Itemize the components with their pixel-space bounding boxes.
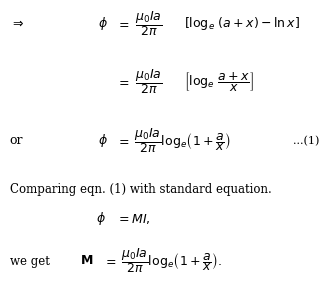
Text: $= MI,$: $= MI,$: [116, 212, 150, 226]
Text: or: or: [10, 134, 23, 147]
Text: $\mathbf{M}$: $\mathbf{M}$: [80, 255, 93, 267]
Text: $\phi$: $\phi$: [98, 132, 108, 149]
Text: $=$: $=$: [116, 75, 129, 88]
Text: $\phi$: $\phi$: [98, 15, 108, 32]
Text: $=$: $=$: [116, 17, 129, 30]
Text: $=$: $=$: [116, 134, 129, 147]
Text: $\dfrac{\mu_0 Ia}{2\pi}\log_e\!\left(1+\dfrac{a}{x}\right).$: $\dfrac{\mu_0 Ia}{2\pi}\log_e\!\left(1+\…: [121, 246, 222, 276]
Text: $=$: $=$: [103, 255, 116, 267]
Text: $\dfrac{\mu_0 Ia}{2\pi}\log_e\!\left(1+\dfrac{a}{x}\right)$: $\dfrac{\mu_0 Ia}{2\pi}\log_e\!\left(1+\…: [134, 126, 230, 155]
Text: $\left[\log_e\,\dfrac{a+x}{x}\right]$: $\left[\log_e\,\dfrac{a+x}{x}\right]$: [184, 70, 254, 93]
Text: $\dfrac{\mu_0 Ia}{2\pi}$: $\dfrac{\mu_0 Ia}{2\pi}$: [135, 9, 163, 38]
Text: $\phi$: $\phi$: [96, 211, 106, 227]
Text: $\Rightarrow$: $\Rightarrow$: [10, 17, 24, 30]
Text: $\dfrac{\mu_0 Ia}{2\pi}$: $\dfrac{\mu_0 Ia}{2\pi}$: [135, 67, 163, 96]
Text: $[\log_e\,(a + x) - \ln x]$: $[\log_e\,(a + x) - \ln x]$: [184, 15, 300, 32]
Text: ...(1): ...(1): [293, 135, 320, 146]
Text: we get: we get: [10, 255, 50, 267]
Text: Comparing eqn. (1) with standard equation.: Comparing eqn. (1) with standard equatio…: [10, 184, 272, 196]
